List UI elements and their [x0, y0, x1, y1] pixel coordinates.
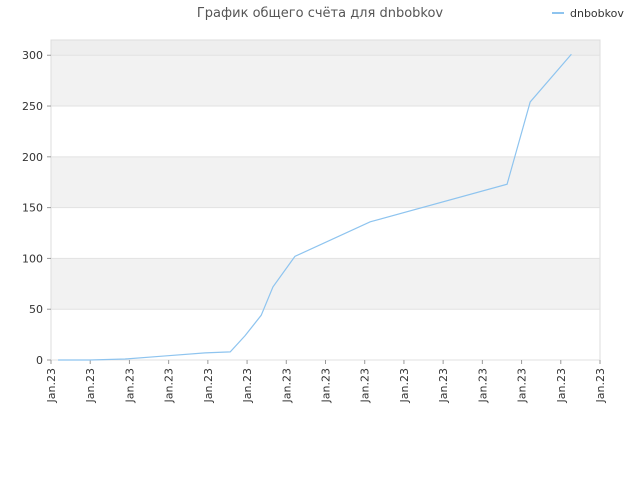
y-tick-label: 250: [22, 100, 43, 113]
x-tick-label: Jan.23: [320, 368, 333, 403]
x-tick-label: Jan.23: [476, 368, 489, 403]
grid-band: [51, 258, 600, 310]
x-tick-label: Jan.23: [45, 368, 58, 403]
y-tick-label: 100: [22, 252, 43, 265]
x-tick-label: Jan.23: [359, 368, 372, 403]
grid-band: [51, 156, 600, 208]
x-tick-label: Jan.23: [84, 368, 97, 403]
data-line: [58, 53, 572, 361]
y-tick-label: 0: [36, 354, 43, 367]
grid-band: [51, 55, 600, 107]
y-tick-label: 50: [29, 303, 43, 316]
x-tick-label: Jan.23: [398, 368, 411, 403]
x-tick-label: Jan.23: [202, 368, 215, 403]
x-tick-label: Jan.23: [241, 368, 254, 403]
x-tick-label: Jan.23: [437, 368, 450, 403]
x-tick-label: Jan.23: [516, 368, 529, 403]
grid-band: [51, 40, 600, 56]
y-tick-label: 150: [22, 202, 43, 215]
x-tick-label: Jan.23: [123, 368, 136, 403]
x-tick-label: Jan.23: [555, 368, 568, 403]
legend-label: dnbobkov: [570, 7, 624, 20]
x-tick-label: Jan.23: [163, 368, 176, 403]
y-tick-label: 200: [22, 151, 43, 164]
chart-title: График общего счёта для dnbobkov: [197, 6, 444, 21]
y-tick-label: 300: [22, 49, 43, 62]
x-tick-label: Jan.23: [280, 368, 293, 403]
x-tick-label: Jan.23: [594, 368, 607, 403]
